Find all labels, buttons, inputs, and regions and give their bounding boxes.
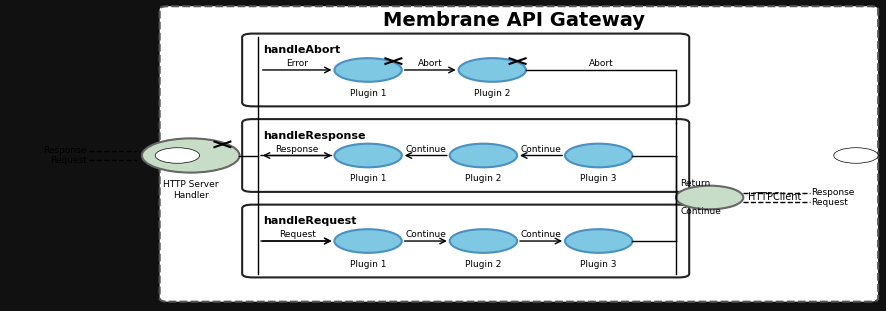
Text: HTTP Server
Handler: HTTP Server Handler — [163, 180, 218, 200]
Text: Request: Request — [50, 156, 87, 165]
Text: Plugin 1: Plugin 1 — [349, 89, 386, 98]
Circle shape — [675, 186, 742, 209]
Text: Abort: Abort — [417, 59, 442, 68]
Text: handleAbort: handleAbort — [263, 45, 340, 55]
Circle shape — [564, 144, 632, 167]
Circle shape — [449, 229, 517, 253]
Text: Membrane API Gateway: Membrane API Gateway — [383, 11, 645, 30]
Circle shape — [458, 58, 525, 82]
Text: Response: Response — [276, 145, 318, 154]
Text: Continue: Continue — [520, 230, 561, 239]
Text: Plugin 3: Plugin 3 — [579, 260, 617, 269]
FancyBboxPatch shape — [242, 119, 688, 192]
Text: Plugin 1: Plugin 1 — [349, 260, 386, 269]
Circle shape — [449, 144, 517, 167]
Text: Response: Response — [43, 146, 87, 155]
Text: Continue: Continue — [405, 230, 446, 239]
FancyBboxPatch shape — [159, 6, 877, 302]
Text: Continue: Continue — [680, 207, 720, 216]
Circle shape — [564, 229, 632, 253]
Text: handleRequest: handleRequest — [263, 216, 356, 226]
Text: Response: Response — [811, 188, 854, 197]
Circle shape — [155, 148, 199, 163]
Text: Plugin 2: Plugin 2 — [464, 260, 501, 269]
Circle shape — [334, 229, 401, 253]
Text: handleResponse: handleResponse — [263, 131, 366, 141]
Circle shape — [334, 58, 401, 82]
Text: Abort: Abort — [588, 59, 612, 68]
FancyBboxPatch shape — [242, 205, 688, 277]
Text: Plugin 2: Plugin 2 — [473, 89, 510, 98]
Circle shape — [833, 148, 877, 163]
Text: Plugin 2: Plugin 2 — [464, 174, 501, 183]
Text: Error: Error — [286, 59, 307, 68]
FancyBboxPatch shape — [242, 34, 688, 106]
Circle shape — [334, 144, 401, 167]
Text: Return: Return — [680, 179, 710, 188]
Text: HTTPClient: HTTPClient — [747, 193, 800, 202]
Text: Plugin 3: Plugin 3 — [579, 174, 617, 183]
Text: Continue: Continue — [520, 145, 561, 154]
Circle shape — [142, 138, 239, 173]
Text: Request: Request — [278, 230, 315, 239]
Text: Plugin 1: Plugin 1 — [349, 174, 386, 183]
Text: Request: Request — [811, 198, 848, 207]
Text: Continue: Continue — [405, 145, 446, 154]
